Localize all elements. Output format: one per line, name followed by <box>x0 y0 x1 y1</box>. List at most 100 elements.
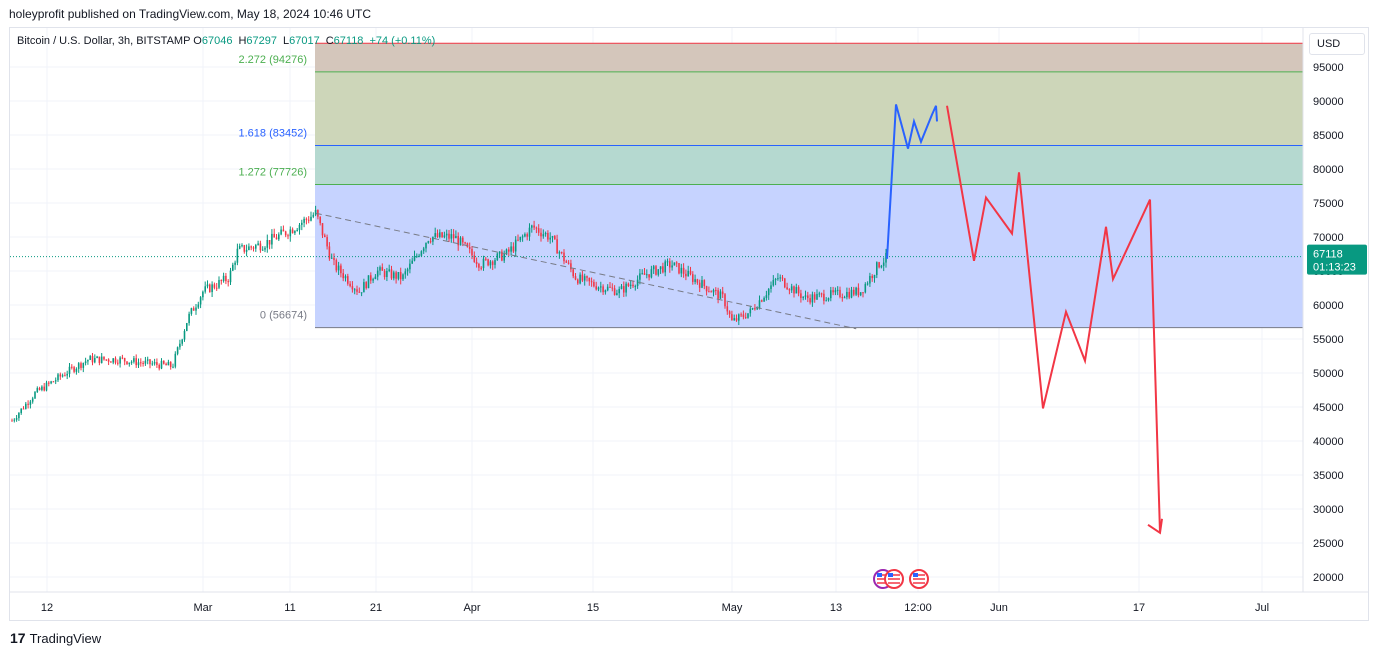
candle-body <box>604 290 607 293</box>
candle-body <box>482 258 485 269</box>
price-tick-label: 45000 <box>1313 402 1344 414</box>
candle-body <box>611 287 614 289</box>
candle-body <box>735 318 738 321</box>
candle-body <box>636 279 639 286</box>
candle-body <box>379 267 381 271</box>
change-value: +74 (+0.11%) <box>369 35 436 47</box>
candle-body <box>664 261 666 273</box>
candle-body <box>291 229 294 234</box>
candle-body <box>222 275 225 281</box>
candle-body <box>770 285 772 289</box>
candle-body <box>751 308 754 310</box>
candle-body <box>130 361 133 363</box>
candle-body <box>834 290 837 293</box>
candle-body <box>505 249 508 255</box>
candle-body <box>480 267 482 269</box>
candle-body <box>250 246 252 248</box>
candle-body <box>204 286 206 292</box>
candle-body <box>103 356 105 360</box>
candle-body <box>406 269 409 272</box>
candle-body <box>478 263 480 268</box>
candle-body <box>544 233 547 235</box>
candle-body <box>873 275 876 279</box>
candle-body <box>542 234 545 237</box>
candle-body <box>137 362 140 366</box>
candle-body <box>330 257 333 259</box>
candle-body <box>455 235 457 239</box>
candle-body <box>94 358 96 363</box>
candle-body <box>784 278 786 288</box>
candle-body <box>586 276 588 278</box>
candle-body <box>54 380 57 382</box>
candle-body <box>606 286 609 291</box>
candle-body <box>685 273 687 277</box>
candle-body <box>820 293 823 295</box>
candle-body <box>715 289 717 291</box>
time-axis: 12 Mar 11 21 Apr 15 May 13 12:00 Jun 17 Jul <box>10 591 1368 614</box>
us-flag-canton <box>877 573 882 577</box>
candle-body <box>816 294 818 300</box>
candle-body <box>869 275 871 284</box>
candle-body <box>402 274 404 280</box>
candle-body <box>89 356 91 360</box>
price-tick-label: 25000 <box>1313 538 1344 550</box>
candle-body <box>50 381 52 384</box>
candle-body <box>337 265 340 271</box>
candle-body <box>370 275 372 281</box>
candle-body <box>186 323 188 331</box>
candle-body <box>347 276 349 284</box>
candle-body <box>574 276 577 280</box>
candle-body <box>556 239 558 254</box>
candle-body <box>678 263 680 274</box>
time-tick-label: 11 <box>284 602 295 614</box>
candle-body <box>110 361 112 363</box>
candle-body <box>682 267 685 274</box>
candle-body <box>195 307 197 311</box>
candle-body <box>570 263 572 270</box>
publisher-header: holeyprofit published on TradingView.com… <box>9 7 371 21</box>
candle-body <box>457 235 459 246</box>
candle-body <box>871 275 873 279</box>
candle-body <box>512 246 515 252</box>
candle-body <box>643 273 646 275</box>
candle-body <box>45 382 48 391</box>
price-tick-label: 75000 <box>1313 198 1344 210</box>
symbol-name[interactable]: Bitcoin / U.S. Dollar, 3h, BITSTAMP <box>17 35 191 47</box>
candle-body <box>358 291 361 293</box>
candle-body <box>126 361 128 365</box>
fib-level-label: 0 (56674) <box>260 310 307 322</box>
candle-body <box>850 289 853 298</box>
candle-body <box>588 277 591 282</box>
candle-body <box>565 261 568 263</box>
candle-body <box>866 283 869 285</box>
time-tick-label: 12 <box>41 602 53 614</box>
candle-body <box>278 234 280 240</box>
projection-down-line <box>946 105 1161 533</box>
candle-body <box>163 360 165 364</box>
candle-body <box>859 292 862 296</box>
time-tick-label: 15 <box>587 602 599 614</box>
candle-body <box>763 297 765 302</box>
candle-body <box>508 249 510 252</box>
candle-body <box>807 295 809 299</box>
fib-zone <box>315 43 1303 72</box>
candle-body <box>100 356 103 363</box>
symbol-info-line: Bitcoin / U.S. Dollar, 3h, BITSTAMP O670… <box>17 35 435 47</box>
candle-body <box>211 284 213 293</box>
candle-body <box>650 269 653 278</box>
fibonacci-extension: 0 (56674) 1.272 (77726) 1.618 (83452) 2.272… <box>239 42 1303 329</box>
candle-body <box>620 286 623 289</box>
candle-body <box>181 339 183 344</box>
open-label: O <box>193 35 202 47</box>
candle-body <box>252 247 255 249</box>
candle-body <box>673 262 676 266</box>
currency-selector[interactable]: USD <box>1309 33 1365 55</box>
candle-body <box>13 419 16 421</box>
candle-body <box>425 242 427 249</box>
tradingview-footer[interactable]: 17 TradingView <box>10 630 101 646</box>
close-label: C <box>325 35 334 47</box>
candle-body <box>158 364 160 369</box>
candle-body <box>521 236 524 238</box>
candle-body <box>825 300 827 302</box>
